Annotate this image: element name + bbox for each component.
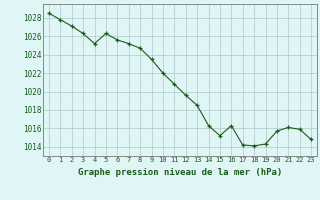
X-axis label: Graphe pression niveau de la mer (hPa): Graphe pression niveau de la mer (hPa) [78, 168, 282, 177]
